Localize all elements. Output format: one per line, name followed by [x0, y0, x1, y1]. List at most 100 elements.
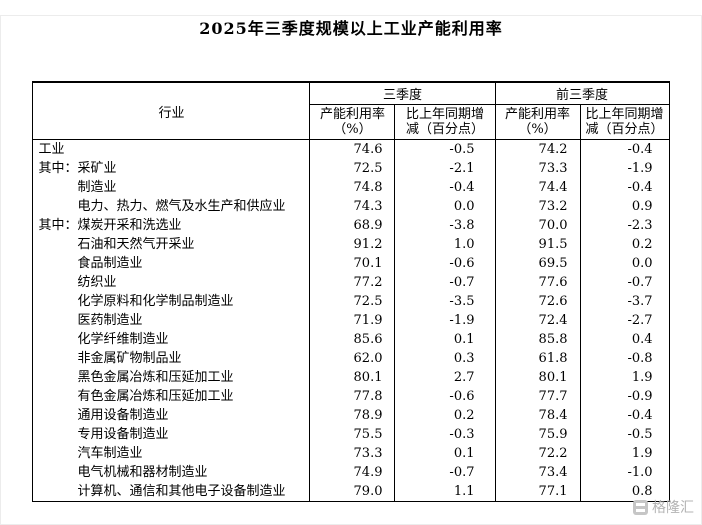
ytd-change-cell: 1.9 [579, 368, 670, 387]
table-row: 医药制造业 71.9 -1.9 72.4 -2.7 [32, 311, 670, 330]
ytd-change-cell: -0.4 [579, 139, 670, 159]
table-row: 计算机、通信和其他电子设备制造业 79.0 1.1 77.1 0.8 [32, 482, 670, 502]
q3-change-cell: 0.2 [394, 406, 496, 425]
q3-rate-cell: 79.0 [309, 482, 396, 502]
ytd-change-cell: 1.9 [579, 444, 670, 463]
industry-name-cell: 纺织业 [32, 273, 311, 292]
q3-rate-cell: 77.8 [309, 387, 396, 406]
watermark-text: 格隆汇 [652, 500, 694, 516]
page-title: 2025年三季度规模以上工业产能利用率 [199, 19, 503, 38]
ytd-rate-cell: 74.4 [494, 178, 581, 197]
table-row: 通用设备制造业 78.9 0.2 78.4 -0.4 [32, 406, 670, 425]
ytd-change-cell: -0.4 [579, 406, 670, 425]
ytd-rate-cell: 91.5 [494, 235, 581, 254]
ytd-change-cell: -3.7 [579, 292, 670, 311]
q3-change-cell: -0.5 [394, 139, 496, 159]
table-row: 电力、热力、燃气及水生产和供应业 74.3 0.0 73.2 0.9 [32, 197, 670, 216]
industry-name-cell: 石油和天然气开采业 [32, 235, 311, 254]
q3-change-cell: -0.6 [394, 387, 496, 406]
q3-change-cell: 1.1 [394, 482, 496, 502]
ytd-change-cell: -2.3 [579, 216, 670, 235]
industry-name-cell: 其中：煤炭开采和洗选业 [32, 216, 311, 235]
column-header-q3-yoy-change: 比上年同期增 减（百分点） [394, 104, 496, 140]
ytd-rate-cell: 85.8 [494, 330, 581, 349]
q3-rate-cell: 74.6 [309, 139, 396, 159]
table-row: 食品制造业 70.1 -0.6 69.5 0.0 [32, 254, 670, 273]
column-header-industry: 行业 [32, 81, 311, 140]
table-row: 化学纤维制造业 85.6 0.1 85.8 0.4 [32, 330, 670, 349]
q3-change-cell: -1.9 [394, 311, 496, 330]
ytd-rate-cell: 77.7 [494, 387, 581, 406]
ytd-change-cell: 0.9 [579, 197, 670, 216]
industry-name-cell: 非金属矿物制品业 [32, 349, 311, 368]
industry-name-cell: 汽车制造业 [32, 444, 311, 463]
q3-rate-cell: 72.5 [309, 292, 396, 311]
q3-change-cell: -0.3 [394, 425, 496, 444]
q3-change-cell: 1.0 [394, 235, 496, 254]
industry-name-cell: 电力、热力、燃气及水生产和供应业 [32, 197, 311, 216]
q3-rate-cell: 78.9 [309, 406, 396, 425]
q3-rate-cell: 74.8 [309, 178, 396, 197]
table-row: 工业 74.6 -0.5 74.2 -0.4 [32, 139, 670, 159]
industry-name-cell: 有色金属冶炼和压延加工业 [32, 387, 311, 406]
q3-change-cell: -0.7 [394, 273, 496, 292]
ytd-change-cell: 0.8 [579, 482, 670, 502]
industry-name-cell: 制造业 [32, 178, 311, 197]
table-row: 制造业 74.8 -0.4 74.4 -0.4 [32, 178, 670, 197]
ytd-change-cell: -2.7 [579, 311, 670, 330]
industry-name-cell: 黑色金属冶炼和压延加工业 [32, 368, 311, 387]
industry-name-cell: 计算机、通信和其他电子设备制造业 [32, 482, 311, 502]
table-row: 有色金属冶炼和压延加工业 77.8 -0.6 77.7 -0.9 [32, 387, 670, 406]
industry-name-cell: 工业 [32, 139, 311, 159]
q3-rate-cell: 74.9 [309, 463, 396, 482]
ytd-rate-cell: 75.9 [494, 425, 581, 444]
capacity-utilization-table: 行业 三季度 前三季度 产能利用率 （%） 比上年同期增 减（百分点） 产能利用… [32, 81, 670, 502]
q3-rate-cell: 73.3 [309, 444, 396, 463]
ytd-change-cell: -0.4 [579, 178, 670, 197]
ytd-rate-cell: 73.2 [494, 197, 581, 216]
ytd-rate-cell: 70.0 [494, 216, 581, 235]
q3-change-cell: 0.1 [394, 444, 496, 463]
table-row: 黑色金属冶炼和压延加工业 80.1 2.7 80.1 1.9 [32, 368, 670, 387]
table-header: 行业 三季度 前三季度 产能利用率 （%） 比上年同期增 减（百分点） 产能利用… [32, 81, 670, 140]
table-row: 非金属矿物制品业 62.0 0.3 61.8 -0.8 [32, 349, 670, 368]
q3-change-cell: -3.8 [394, 216, 496, 235]
table-header-sub-row: 产能利用率 （%） 比上年同期增 减（百分点） 产能利用率 （%） 比上年同期增… [33, 104, 670, 140]
q3-change-cell: 2.7 [394, 368, 496, 387]
q3-rate-cell: 74.3 [309, 197, 396, 216]
ytd-change-cell: 0.0 [579, 254, 670, 273]
ytd-change-cell: -0.9 [579, 387, 670, 406]
ytd-rate-cell: 73.4 [494, 463, 581, 482]
column-header-ytd-yoy-change: 比上年同期增 减（百分点） [579, 104, 670, 140]
table-row: 其中：采矿业 72.5 -2.1 73.3 -1.9 [32, 159, 670, 178]
table-row: 电气机械和器材制造业 74.9 -0.7 73.4 -1.0 [32, 463, 670, 482]
table-row: 汽车制造业 73.3 0.1 72.2 1.9 [32, 444, 670, 463]
industry-name-cell: 化学纤维制造业 [32, 330, 311, 349]
column-group-q3: 三季度 [309, 81, 496, 105]
table-header-group-row: 行业 三季度 前三季度 [32, 81, 670, 140]
q3-change-cell: -2.1 [394, 159, 496, 178]
watermark: 格隆汇 [633, 497, 694, 517]
ytd-change-cell: -0.5 [579, 425, 670, 444]
industry-name-cell: 其中：采矿业 [32, 159, 311, 178]
q3-change-cell: -3.5 [394, 292, 496, 311]
ytd-rate-cell: 73.3 [494, 159, 581, 178]
ytd-rate-cell: 69.5 [494, 254, 581, 273]
q3-rate-cell: 85.6 [309, 330, 396, 349]
ytd-rate-cell: 77.1 [494, 482, 581, 502]
industry-name-cell: 化学原料和化学制品制造业 [32, 292, 311, 311]
q3-change-cell: 0.3 [394, 349, 496, 368]
column-header-q3-utilization-rate: 产能利用率 （%） [309, 104, 396, 140]
q3-rate-cell: 70.1 [309, 254, 396, 273]
ytd-change-cell: -1.0 [579, 463, 670, 482]
column-group-first-three-quarters: 前三季度 [494, 81, 670, 105]
q3-rate-cell: 91.2 [309, 235, 396, 254]
ytd-rate-cell: 77.6 [494, 273, 581, 292]
gelonghui-logo-icon [633, 499, 648, 515]
industry-name-cell: 医药制造业 [32, 311, 311, 330]
ytd-rate-cell: 80.1 [494, 368, 581, 387]
ytd-rate-cell: 72.2 [494, 444, 581, 463]
industry-name-cell: 通用设备制造业 [32, 406, 311, 425]
industry-name-cell: 食品制造业 [32, 254, 311, 273]
q3-rate-cell: 71.9 [309, 311, 396, 330]
